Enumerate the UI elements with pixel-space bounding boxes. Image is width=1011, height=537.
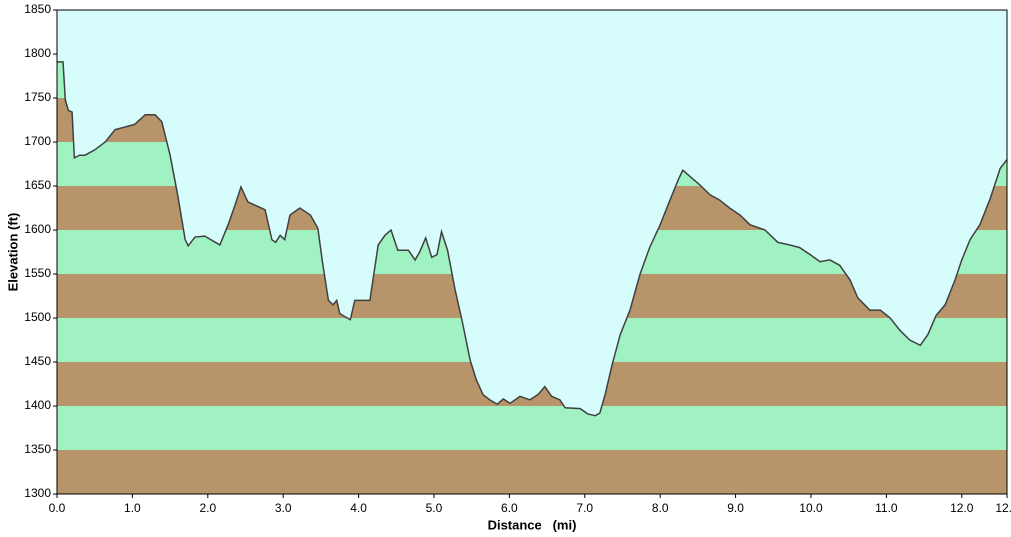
- sky-area: [57, 10, 1007, 416]
- y-tick-label: 1800: [24, 46, 51, 60]
- y-tick-label: 1550: [24, 266, 51, 280]
- x-tick-label: 4.0: [350, 501, 367, 515]
- y-tick-label: 1300: [24, 486, 51, 500]
- x-tick-label: 2.0: [199, 501, 216, 515]
- x-tick-label: 6.0: [501, 501, 518, 515]
- x-tick-label: 0.0: [49, 501, 66, 515]
- x-tick-label: 8.0: [652, 501, 669, 515]
- y-tick-label: 1350: [24, 442, 51, 456]
- y-tick-label: 1850: [24, 2, 51, 16]
- x-tick-label: 12.6: [995, 501, 1011, 515]
- x-tick-label: 5.0: [426, 501, 443, 515]
- x-tick-label: 11.0: [875, 501, 898, 515]
- x-tick-label: 3.0: [275, 501, 292, 515]
- x-tick-label: 9.0: [727, 501, 744, 515]
- elevation-band: [57, 450, 1007, 494]
- y-tick-label: 1650: [24, 178, 51, 192]
- x-tick-label: 10.0: [799, 501, 823, 515]
- y-tick-label: 1700: [24, 134, 51, 148]
- y-tick-label: 1750: [24, 90, 51, 104]
- y-tick-label: 1600: [24, 222, 51, 236]
- x-tick-label: 12.0: [950, 501, 974, 515]
- x-tick-label: 7.0: [576, 501, 593, 515]
- x-axis-label: Distance (mi): [488, 517, 577, 532]
- y-axis-label: Elevation (ft): [5, 213, 20, 292]
- plot-border: [56, 9, 1008, 495]
- y-tick-label: 1450: [24, 354, 51, 368]
- elevation-band: [57, 406, 1007, 450]
- x-tick-label: 1.0: [124, 501, 141, 515]
- profile-line: [57, 61, 1008, 417]
- y-tick-label: 1400: [24, 398, 51, 412]
- y-tick-label: 1500: [24, 310, 51, 324]
